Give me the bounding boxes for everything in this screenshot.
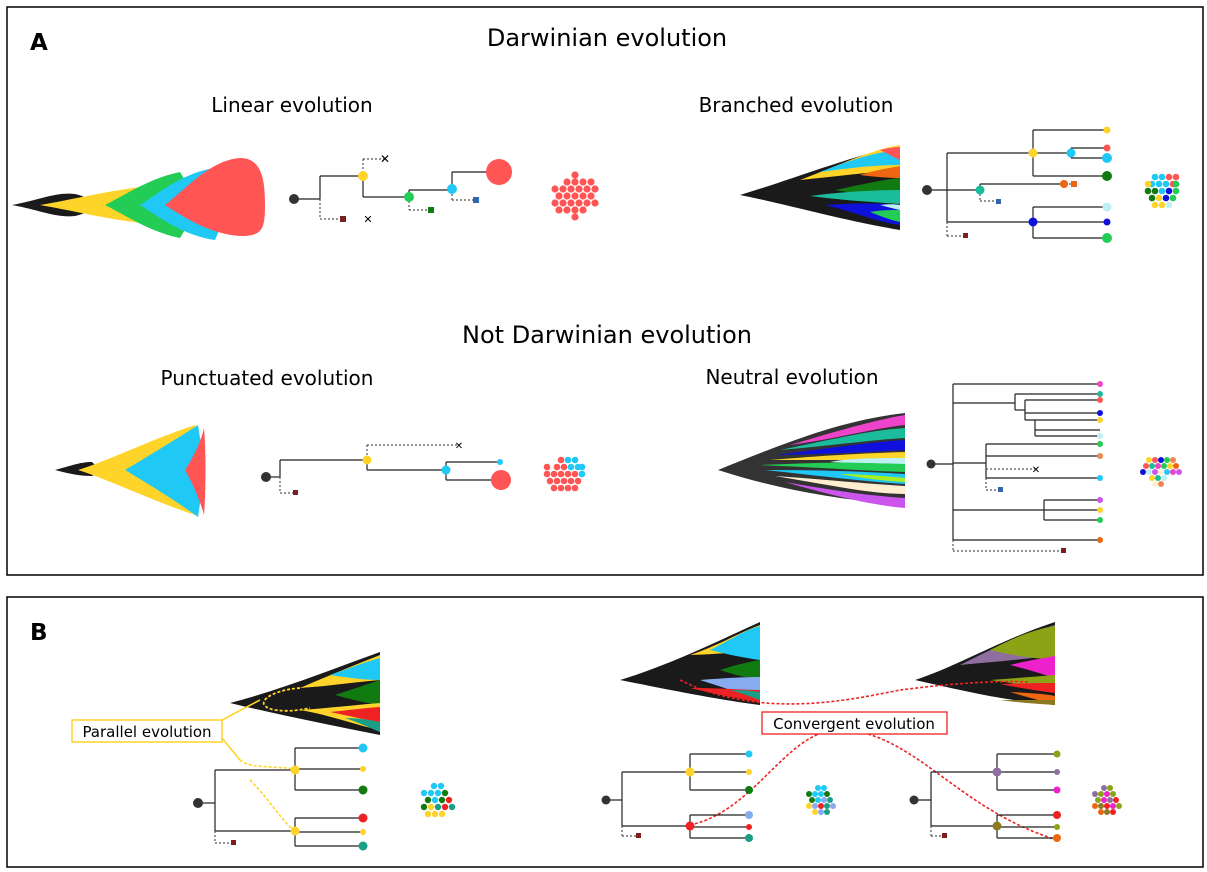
convergent-dashed-bottom (689, 728, 1058, 841)
branched-cell-cluster (1144, 173, 1180, 209)
neutral-fishplot (718, 413, 905, 508)
linear-tree (295, 158, 499, 220)
neutral-title: Neutral evolution (705, 365, 878, 389)
convergent-cell-cluster-left (806, 785, 836, 815)
convergent-label-box (761, 711, 948, 735)
linear-title: Linear evolution (211, 93, 372, 117)
punctuated-title: Punctuated evolution (161, 366, 374, 390)
panel-a-letter: A (30, 30, 48, 56)
linear-cell-cluster (551, 171, 599, 221)
punctuated-tree (266, 444, 500, 494)
parallel-fishplot (230, 652, 380, 735)
panel-a-frame (6, 6, 1204, 576)
parallel-connector-upper (221, 699, 261, 721)
convergent-label: Convergent evolution (773, 715, 935, 733)
punctuated-cell-cluster (543, 456, 586, 492)
convergent-tree-right (914, 753, 1057, 839)
branched-tree-nodes (922, 126, 1112, 243)
parallel-connector-lower (221, 737, 241, 761)
neutral-tree (931, 383, 1100, 552)
parallel-cell-cluster (420, 782, 456, 818)
parallel-tree (199, 747, 363, 847)
branched-fishplot (740, 145, 900, 230)
punctuated-tree-nodes: ✕ (261, 441, 511, 495)
convergent-tree-left-nodes (601, 750, 753, 842)
parallel-tree-dashed (239, 759, 296, 832)
convergent-fishplot-left (620, 622, 760, 705)
punctuated-fishplot (55, 425, 206, 517)
linear-fishplot (12, 158, 265, 240)
svg-text:✕: ✕ (363, 213, 372, 226)
parallel-tree-nodes (193, 743, 368, 851)
parallel-label-box (71, 719, 223, 743)
panel-b-letter: B (30, 620, 48, 646)
darwinian-title: Darwinian evolution (487, 24, 727, 52)
panel-b-frame (6, 596, 1204, 868)
svg-text:✕: ✕ (380, 152, 390, 166)
convergent-cell-cluster-right (1092, 785, 1122, 815)
svg-text:✕: ✕ (455, 441, 463, 452)
convergent-fishplot-right (915, 622, 1055, 705)
not-darwinian-title: Not Darwinian evolution (462, 321, 752, 349)
neutral-cell-cluster (1140, 457, 1182, 487)
parallel-dashed-line (262, 687, 311, 712)
linear-tree-nodes: ✕ ✕ (289, 152, 512, 226)
neutral-tree-nodes: ✕ (926, 381, 1103, 553)
branched-tree (927, 129, 1107, 239)
convergent-tree-left (606, 753, 749, 839)
branched-title: Branched evolution (699, 93, 894, 117)
svg-text:✕: ✕ (1032, 465, 1040, 476)
parallel-label: Parallel evolution (82, 723, 211, 741)
convergent-tree-right-nodes (909, 750, 1061, 842)
